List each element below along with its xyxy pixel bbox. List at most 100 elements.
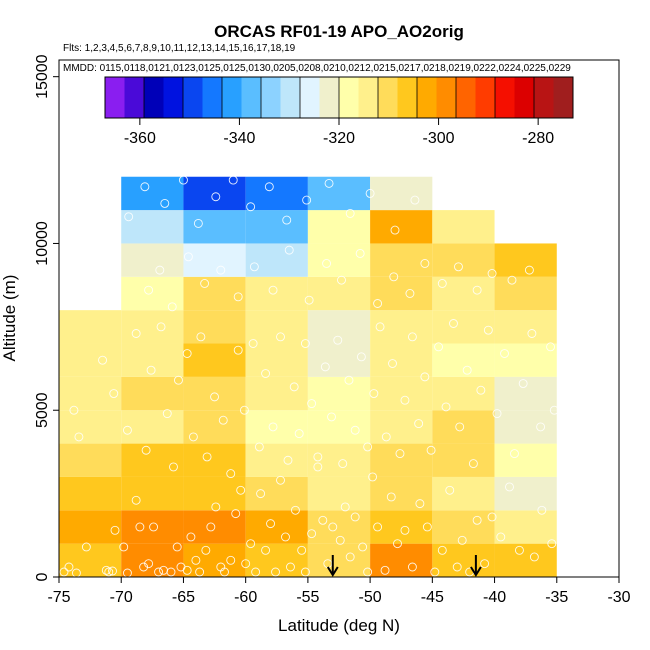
data-point — [407, 562, 417, 572]
heatmap-cell — [245, 376, 308, 411]
data-point — [297, 545, 307, 555]
data-point — [320, 362, 330, 372]
heatmap-cell — [494, 543, 557, 577]
x-tick-label: -65 — [172, 589, 195, 606]
heatmap-cell — [245, 276, 308, 311]
data-point — [405, 289, 415, 298]
data-point — [313, 462, 323, 472]
data-point — [276, 475, 285, 485]
data-point — [345, 552, 355, 562]
data-point — [422, 522, 432, 532]
heatmap-cell — [183, 476, 246, 511]
heatmap-cell — [370, 410, 433, 444]
colorbar-swatch — [456, 77, 476, 118]
data-point — [220, 567, 229, 577]
x-tick-label: -35 — [545, 589, 568, 606]
data-point — [290, 505, 300, 515]
flights-label: Flts: 1,2,3,4,5,6,7,8,9,10,11,12,13,14,1… — [63, 43, 296, 54]
data-point — [264, 182, 274, 192]
data-point — [196, 332, 206, 342]
y-axis-label: Altitude (m) — [0, 275, 19, 362]
x-axis-label: Latitude (deg N) — [278, 616, 400, 635]
data-point — [231, 509, 241, 519]
x-tick-label: -70 — [110, 589, 133, 606]
data-point — [358, 542, 368, 552]
data-point — [109, 389, 119, 398]
heatmap-cell — [121, 276, 184, 311]
colorbar-swatch — [495, 77, 515, 118]
data-point — [335, 535, 345, 545]
y-tick-label: 15000 — [34, 54, 51, 99]
data-point — [547, 539, 557, 549]
x-tick-label: -45 — [421, 589, 444, 606]
data-point — [300, 339, 310, 348]
heatmap-cell — [494, 376, 557, 411]
data-point — [414, 419, 424, 429]
data-point — [201, 545, 211, 555]
data-point — [254, 442, 264, 452]
data-point — [454, 262, 463, 272]
data-point — [373, 522, 383, 532]
heatmap-cell — [432, 443, 495, 477]
data-point — [480, 559, 490, 569]
data-point — [183, 252, 193, 262]
heatmap-cell — [307, 443, 371, 477]
data-point — [281, 532, 290, 542]
data-point — [363, 442, 373, 452]
data-point — [487, 512, 497, 522]
heatmap-cell — [370, 343, 433, 377]
heatmap-cell — [432, 543, 495, 577]
data-point — [172, 542, 182, 552]
colorbar-tick-label: -280 — [522, 130, 554, 147]
data-point — [536, 422, 546, 432]
data-point — [514, 545, 524, 555]
data-point — [174, 375, 183, 385]
heatmap-cell — [121, 410, 184, 444]
colorbar-swatch — [261, 77, 281, 118]
heatmap-cell — [59, 410, 122, 444]
data-point — [302, 195, 312, 205]
colorbar-swatch — [553, 77, 574, 118]
heatmap-cell — [370, 210, 433, 244]
data-point — [492, 409, 502, 419]
data-point — [160, 198, 170, 208]
heatmap-cell — [59, 310, 122, 344]
data-point — [483, 325, 493, 335]
colorbar-tick-label: -360 — [124, 130, 156, 147]
heatmap-cell — [183, 310, 246, 344]
colorbar-swatch — [241, 77, 262, 118]
data-point — [345, 208, 355, 218]
colorbar-swatch — [222, 77, 242, 118]
heatmap-cell — [432, 310, 495, 344]
data-point — [434, 342, 444, 352]
data-point — [300, 567, 310, 577]
data-point — [307, 399, 317, 409]
data-point — [101, 565, 111, 575]
data-point — [400, 395, 410, 405]
heatmap-cell — [494, 310, 557, 344]
data-point — [537, 505, 547, 515]
data-point — [313, 452, 323, 462]
colorbar-swatch — [280, 77, 301, 118]
data-point — [527, 329, 537, 338]
y-axis: 0 5000 10000 15000 — [34, 54, 60, 581]
heatmap-cell — [245, 543, 308, 577]
data-point — [369, 389, 379, 398]
arrow-markers — [326, 555, 482, 577]
data-point — [289, 382, 299, 392]
heatmap-cell — [307, 176, 371, 211]
data-point — [249, 262, 259, 272]
data-point — [131, 329, 141, 338]
heatmap-cell — [183, 410, 246, 444]
data-point — [294, 429, 304, 439]
data-point — [507, 275, 517, 285]
data-point — [266, 519, 276, 529]
data-point — [64, 562, 74, 572]
data-point — [307, 529, 317, 539]
data-point — [122, 425, 132, 435]
data-point — [167, 302, 177, 312]
data-point — [368, 472, 378, 482]
heatmap-cell — [432, 476, 495, 511]
data-point — [324, 178, 334, 188]
